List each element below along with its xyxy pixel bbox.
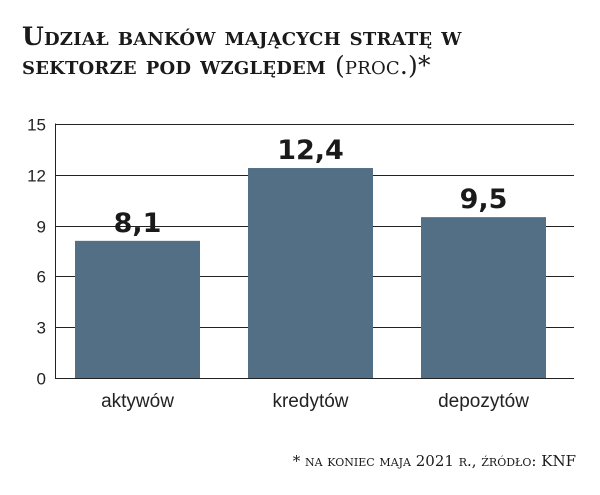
bars	[75, 168, 546, 378]
y-tick-label: 3	[37, 319, 46, 338]
chart-title-unit: (proc.)*	[334, 51, 431, 80]
chart-title-main: Udział banków mających stratę w sektorze…	[22, 22, 462, 80]
x-category-label: kredytów	[272, 391, 348, 412]
bar-0	[75, 240, 200, 378]
x-category-label: depozytów	[438, 391, 529, 412]
y-tick-label: 9	[37, 218, 46, 237]
bar-value-label: 8,1	[114, 208, 162, 239]
x-axis-labels: aktywów kredytów depozytów	[101, 391, 529, 412]
bar-1	[248, 168, 373, 378]
value-labels: 8,1 12,4 9,5	[114, 135, 508, 239]
y-axis-ticks: 0 3 6 9 12 15	[27, 116, 46, 389]
bar-value-label: 12,4	[277, 135, 344, 166]
y-tick-label: 12	[27, 167, 46, 186]
bar-2	[421, 217, 546, 378]
y-tick-label: 6	[37, 268, 46, 287]
bar-value-label: 9,5	[460, 184, 508, 215]
y-tick-label: 0	[37, 370, 46, 389]
y-tick-label: 15	[27, 116, 46, 135]
chart-title: Udział banków mających stratę w sektorze…	[22, 22, 582, 80]
x-category-label: aktywów	[101, 391, 174, 412]
source-footnote: * na koniec maja 2021 r., źródło: KNF	[292, 452, 576, 470]
